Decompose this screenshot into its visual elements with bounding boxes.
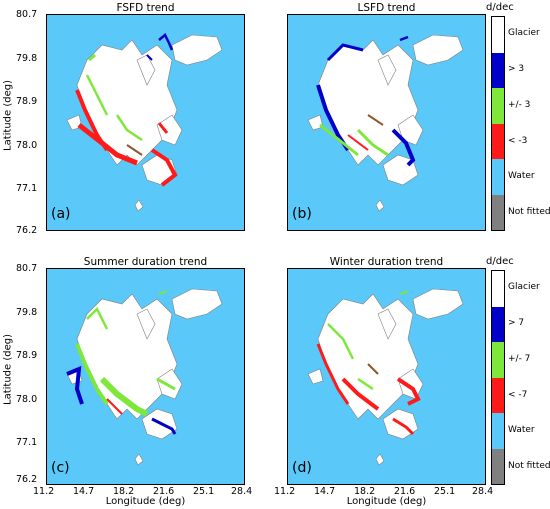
panel-c-title: Summer duration trend — [83, 256, 208, 268]
legend-label: Glacier — [508, 28, 540, 38]
lon-tick: 21.6 — [394, 486, 416, 497]
legend-top-colorbar — [491, 16, 505, 231]
lat-tick: 76.2 — [16, 474, 38, 485]
lat-tick: 79.8 — [16, 53, 38, 64]
lon-tick: 11.2 — [274, 486, 296, 497]
svalbard-map-c — [66, 288, 223, 466]
lat-tick: 76.2 — [16, 225, 38, 236]
map-panel-c: (c) — [46, 268, 245, 485]
legend-label: < -7 — [508, 390, 528, 400]
panel-b-title: LSFD trend — [357, 2, 416, 14]
map-panel-b: (b) — [287, 14, 486, 231]
legend-swatch — [492, 413, 504, 449]
lat-tick: 79.8 — [16, 307, 38, 318]
trend-pixels-d — [316, 290, 421, 436]
legend-label: > 3 — [508, 64, 525, 74]
panel-a-label: (a) — [51, 206, 71, 222]
legend-swatch — [492, 159, 504, 195]
svalbard-map-d — [307, 288, 464, 466]
lat-tick: 78.0 — [16, 394, 38, 405]
lon-tick: 28.4 — [472, 486, 494, 497]
lon-tick: 21.6 — [153, 486, 175, 497]
x-axis-label-right: Longitude (deg) — [346, 496, 427, 507]
legend-swatch — [492, 306, 504, 342]
lon-tick: 28.4 — [231, 486, 253, 497]
trend-pixels-c — [66, 290, 177, 435]
legend-label: Glacier — [508, 282, 540, 292]
lat-tick: 80.7 — [16, 9, 38, 20]
trend-pixels-a — [75, 33, 178, 187]
legend-swatch — [492, 194, 504, 230]
panel-d-title: Winter duration trend — [329, 256, 444, 268]
legend-swatch — [492, 17, 504, 53]
legend-label: Not fitted — [508, 461, 550, 471]
svalbard-map-a — [66, 33, 223, 212]
legend-label: Not fitted — [508, 207, 550, 217]
lon-tick: 14.7 — [73, 486, 95, 497]
lon-tick: 11.2 — [33, 486, 55, 497]
lon-tick: 14.7 — [314, 486, 336, 497]
lat-tick: 78.9 — [16, 96, 38, 107]
lon-tick: 25.1 — [434, 486, 456, 497]
panel-d-label: (d) — [292, 460, 312, 476]
svalbard-map-b — [307, 34, 464, 212]
map-panel-d: (d) — [287, 268, 486, 485]
lat-tick: 77.1 — [16, 437, 38, 448]
legend-label: +/- 7 — [508, 354, 531, 364]
legend-swatch — [492, 377, 504, 413]
legend-label: < -3 — [508, 136, 528, 146]
lon-tick: 18.2 — [354, 486, 376, 497]
glacier-landmass — [307, 288, 464, 466]
legend-swatch — [492, 342, 504, 378]
legend-bottom-colorbar — [491, 270, 505, 485]
glacier-landmass — [66, 288, 223, 466]
glacier-landmass — [66, 34, 223, 212]
trend-pixels-b — [316, 35, 416, 167]
legend-swatch — [492, 448, 504, 484]
legend-top-unit: d/dec — [486, 2, 514, 13]
legend-swatch — [492, 271, 504, 307]
legend-label: Water — [508, 171, 535, 181]
panel-a-title: FSFD trend — [116, 2, 175, 14]
lat-tick: 78.9 — [16, 350, 38, 361]
legend-label: +/- 3 — [508, 100, 531, 110]
panel-b-label: (b) — [292, 206, 312, 222]
glacier-landmass — [307, 34, 464, 212]
map-panel-a: (a) — [46, 14, 245, 231]
panel-c-label: (c) — [51, 460, 70, 476]
y-axis-label-top: Latitude (deg) — [2, 80, 14, 151]
y-axis-label-bottom: Latitude (deg) — [2, 334, 14, 405]
legend-swatch — [492, 123, 504, 159]
lon-tick: 25.1 — [193, 486, 215, 497]
lat-tick: 78.0 — [16, 140, 38, 151]
lon-tick: 18.2 — [113, 486, 135, 497]
legend-label: > 7 — [508, 318, 525, 328]
legend-swatch — [492, 52, 504, 88]
lat-tick: 77.1 — [16, 183, 38, 194]
lat-tick: 80.7 — [16, 263, 38, 274]
x-axis-label-left: Longitude (deg) — [105, 496, 186, 507]
legend-bottom-unit: d/dec — [486, 256, 514, 267]
legend-label: Water — [508, 425, 535, 435]
legend-swatch — [492, 88, 504, 124]
